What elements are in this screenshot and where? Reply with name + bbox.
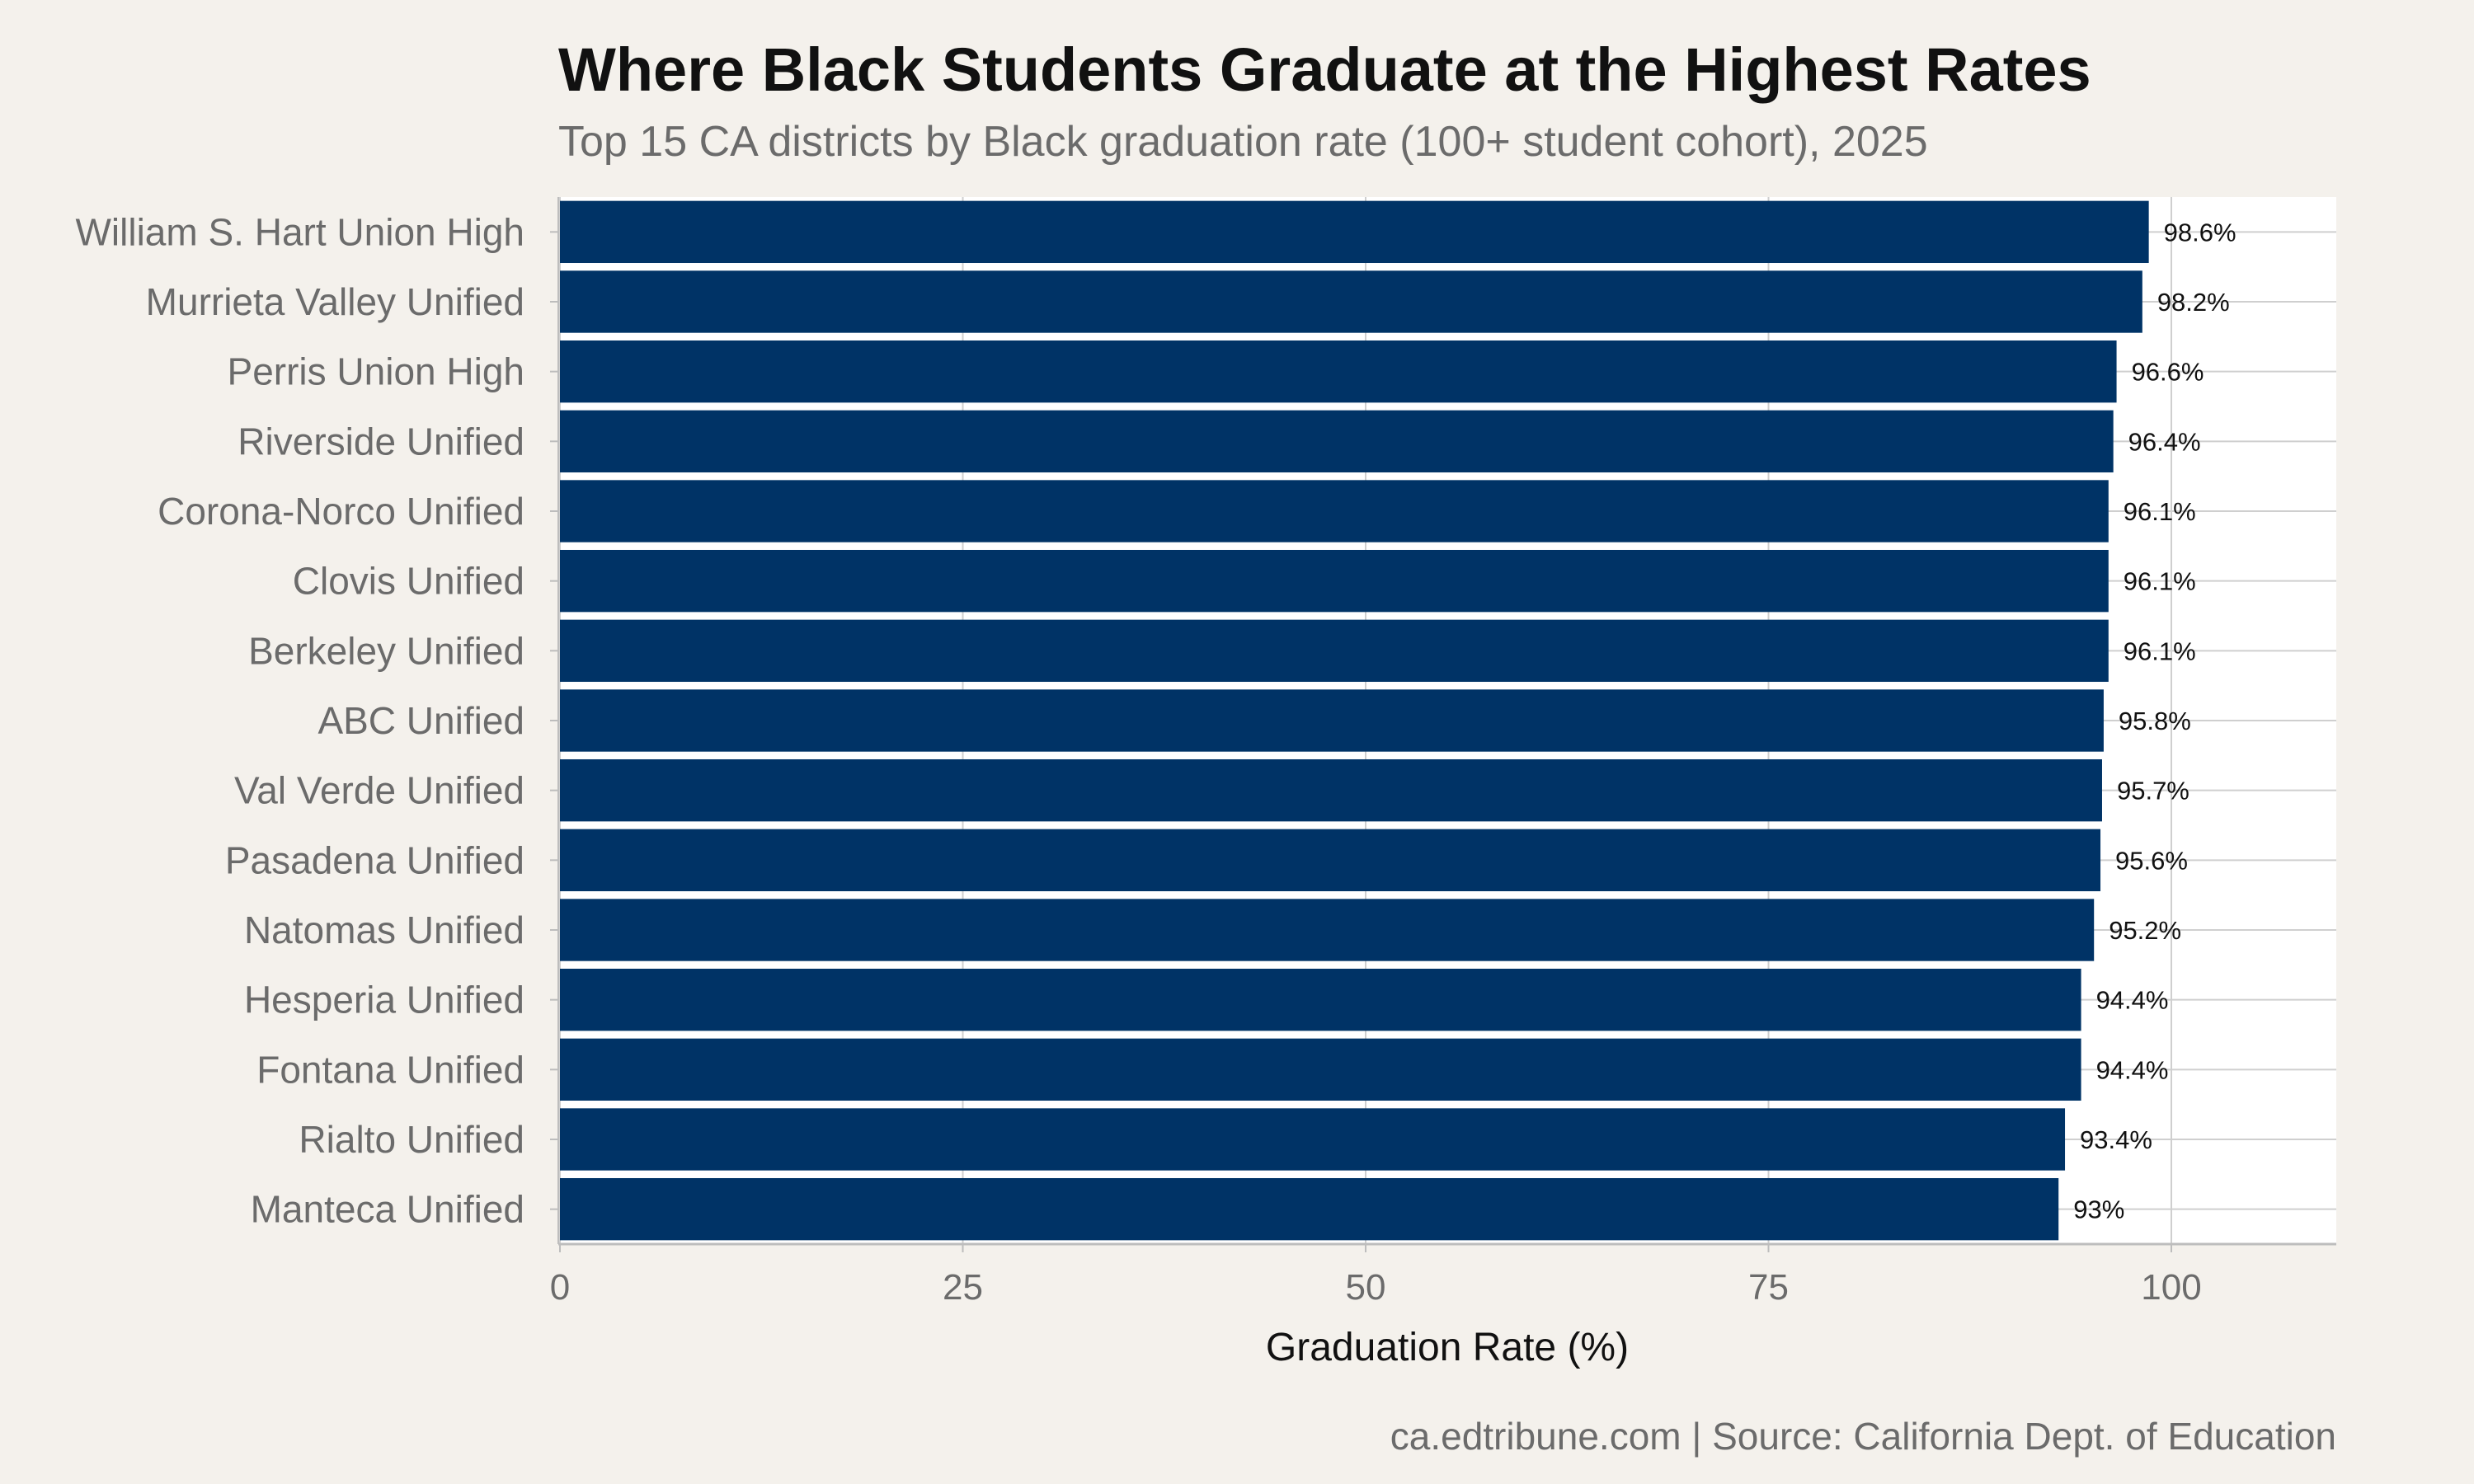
data-label: 94.4% <box>2096 986 2169 1015</box>
y-tick-label: ABC Unified <box>317 699 524 742</box>
y-tick-label: Rialto Unified <box>299 1118 524 1161</box>
data-label: 94.4% <box>2096 1055 2169 1084</box>
data-label: 95.8% <box>2119 707 2191 735</box>
bar <box>560 829 2101 892</box>
x-tick-label: 75 <box>1748 1267 1789 1308</box>
bar <box>560 1177 2059 1241</box>
y-tick-label: Perris Union High <box>228 350 524 393</box>
y-tick-label: Clovis Unified <box>293 560 524 603</box>
data-label: 98.6% <box>2164 218 2236 247</box>
x-axis-title: Graduation Rate (%) <box>1266 1326 1629 1369</box>
y-tick-label: Berkeley Unified <box>248 629 524 672</box>
y-tick-label: Murrieta Valley Unified <box>146 280 524 323</box>
bar <box>560 200 2149 264</box>
data-label: 93.4% <box>2080 1125 2152 1154</box>
bar <box>560 899 2095 961</box>
y-tick-label: Manteca Unified <box>251 1188 524 1231</box>
bar <box>560 1108 2066 1171</box>
data-label: 96.1% <box>2124 497 2196 526</box>
data-label: 95.7% <box>2117 777 2189 805</box>
bar <box>560 1038 2081 1101</box>
y-tick-label: Corona-Norco Unified <box>158 490 524 533</box>
y-tick-label: Fontana Unified <box>256 1048 524 1091</box>
data-label: 98.2% <box>2157 288 2230 317</box>
data-label: 96.4% <box>2128 427 2201 456</box>
x-tick-label: 0 <box>550 1267 570 1308</box>
bar <box>560 689 2104 752</box>
data-label: 96.1% <box>2124 567 2196 596</box>
y-tick-label: Hesperia Unified <box>244 979 524 1021</box>
bar <box>560 270 2142 333</box>
x-tick-label: 50 <box>1346 1267 1386 1308</box>
x-tick-label: 25 <box>943 1267 983 1308</box>
x-tick-label: 100 <box>2141 1267 2201 1308</box>
bar <box>560 758 2102 822</box>
data-label: 95.6% <box>2115 846 2188 875</box>
data-label: 93% <box>2073 1195 2124 1224</box>
bar <box>560 480 2109 542</box>
y-tick-label: Pasadena Unified <box>225 838 524 881</box>
data-label: 95.2% <box>2109 916 2181 945</box>
data-label: 96.6% <box>2132 358 2204 387</box>
y-tick-label: Natomas Unified <box>244 909 524 951</box>
bar <box>560 619 2109 683</box>
y-tick-label: William S. Hart Union High <box>76 210 524 253</box>
y-tick-label: Riverside Unified <box>238 420 524 463</box>
data-label: 96.1% <box>2124 636 2196 665</box>
bar <box>560 968 2081 1031</box>
chart-caption: ca.edtribune.com | Source: California De… <box>1390 1415 2336 1458</box>
bar <box>560 340 2117 403</box>
bar <box>560 410 2114 473</box>
bar <box>560 549 2109 613</box>
y-tick-label: Val Verde Unified <box>234 769 524 812</box>
chart-title: Where Black Students Graduate at the Hig… <box>558 35 2091 104</box>
chart-subtitle: Top 15 CA districts by Black graduation … <box>558 118 1928 166</box>
